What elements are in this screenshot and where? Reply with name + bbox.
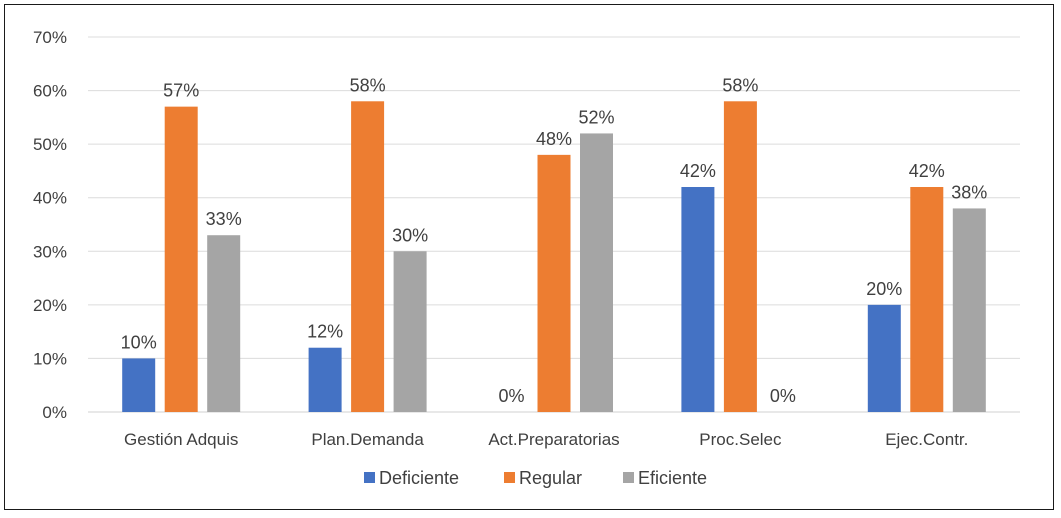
bar-regular <box>351 101 385 413</box>
bar-eficiente <box>393 251 427 412</box>
legend: Deficiente Regular Eficiente <box>364 468 707 488</box>
legend-swatch-regular <box>504 472 515 483</box>
legend-label: Regular <box>519 468 582 488</box>
bar-regular <box>723 101 757 413</box>
data-label: 48% <box>536 129 572 149</box>
legend-label: Deficiente <box>379 468 459 488</box>
data-label: 12% <box>307 322 343 342</box>
data-label: 42% <box>909 161 945 181</box>
x-category-label: Proc.Selec <box>699 430 782 449</box>
data-label: 57% <box>163 81 199 101</box>
data-label: 58% <box>722 75 758 95</box>
x-category-label: Plan.Demanda <box>311 430 424 449</box>
bar-deficiente <box>681 187 715 412</box>
y-tick-label: 10% <box>33 349 67 368</box>
data-label: 10% <box>121 332 157 352</box>
x-axis-labels: Gestión Adquis Plan.Demanda Act.Preparator… <box>124 430 968 449</box>
bar-regular <box>537 154 571 412</box>
y-tick-label: 0% <box>42 403 67 422</box>
legend-label: Eficiente <box>638 468 707 488</box>
data-label: 42% <box>680 161 716 181</box>
data-label: 52% <box>578 107 614 127</box>
y-tick-label: 50% <box>33 135 67 154</box>
data-label: 20% <box>866 279 902 299</box>
legend-swatch-eficiente <box>623 472 634 483</box>
bar-eficiente <box>580 133 613 412</box>
y-tick-label: 70% <box>33 28 67 47</box>
data-label: 30% <box>392 225 428 245</box>
x-category-label: Gestión Adquis <box>124 430 238 449</box>
x-category-label: Act.Preparatorias <box>488 430 619 449</box>
y-axis-ticks: 0% 10% 20% 30% 40% 50% 60% 70% <box>33 28 67 422</box>
bar-regular <box>164 106 198 413</box>
bar-eficiente <box>952 208 986 412</box>
bar-eficiente <box>207 235 241 412</box>
y-tick-label: 30% <box>33 242 67 261</box>
y-tick-label: 40% <box>33 189 67 208</box>
data-label: 0% <box>770 386 796 406</box>
bars <box>122 101 986 413</box>
x-category-label: Ejec.Contr. <box>885 430 968 449</box>
data-label: 38% <box>951 182 987 202</box>
bar-deficiente <box>122 358 156 412</box>
bar-deficiente <box>867 304 901 412</box>
data-labels: 10% 57% 33% 12% 58% 30% 0% 48% 52% 42% 58% 0% 20% 42%… <box>121 75 988 406</box>
data-label: 58% <box>350 75 386 95</box>
bar-deficiente <box>308 347 342 412</box>
data-label: 33% <box>206 209 242 229</box>
bar-regular <box>910 187 944 412</box>
legend-swatch-deficiente <box>364 472 375 483</box>
y-tick-label: 20% <box>33 296 67 315</box>
y-tick-label: 60% <box>33 82 67 101</box>
data-label: 0% <box>498 386 524 406</box>
